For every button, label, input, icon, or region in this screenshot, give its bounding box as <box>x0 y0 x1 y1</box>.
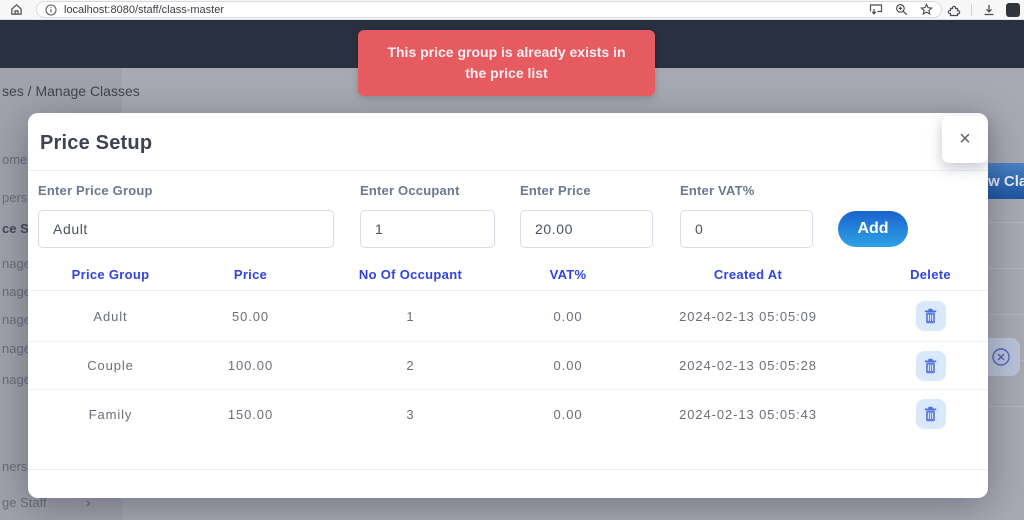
cell-price-group: Couple <box>87 358 134 373</box>
sidebar-item[interactable]: persh <box>2 190 35 205</box>
price-label: Enter Price <box>520 183 591 198</box>
cell-occupants: 1 <box>406 308 415 324</box>
cell-price: 50.00 <box>231 308 270 324</box>
occupant-input[interactable] <box>360 210 495 248</box>
sidebar-item[interactable]: nage <box>2 284 31 299</box>
cell-price-group: Family <box>88 406 133 422</box>
sidebar-item[interactable]: ge Staff <box>2 495 47 510</box>
cell-created-at: 2024-02-13 05:05:43 <box>679 406 817 422</box>
col-occupants: No Of Occupant <box>358 266 463 282</box>
cell-price-group: Adult <box>93 308 128 324</box>
chevron-right-icon: › <box>86 495 91 510</box>
col-vat: VAT% <box>549 266 587 282</box>
background-row-line <box>960 222 1024 223</box>
price-group-input[interactable] <box>38 210 334 248</box>
cell-occupants: 3 <box>406 406 415 422</box>
table-row: Adult 50.00 1 0.00 2024-02-13 05:05:09 <box>28 291 988 342</box>
footer-divider <box>28 469 988 470</box>
sidebar-item[interactable]: nage <box>2 256 31 271</box>
sidebar-item[interactable]: ners <box>2 459 28 474</box>
col-price: Price <box>233 266 268 282</box>
sidebar-item[interactable]: nage <box>2 312 31 327</box>
cell-vat: 0.00 <box>553 358 583 373</box>
cell-occupants: 2 <box>406 358 415 373</box>
sidebar-item[interactable]: ce S <box>2 221 29 236</box>
sidebar-item[interactable]: nage <box>2 341 31 356</box>
close-icon[interactable]: × <box>942 116 988 163</box>
sidebar-item[interactable]: nage <box>2 372 31 387</box>
occupant-label: Enter Occupant <box>360 183 460 198</box>
background-row-line <box>960 314 1024 315</box>
browser-chrome: localhost:8080/staff/class-master <box>0 0 1024 20</box>
send-to-device-icon[interactable] <box>869 3 883 16</box>
delete-button[interactable] <box>915 399 946 429</box>
cell-price: 100.00 <box>227 358 274 373</box>
cell-vat: 0.00 <box>553 308 583 324</box>
table-body: Adult 50.00 1 0.00 2024-02-13 05:05:09 C… <box>28 291 988 438</box>
home-icon[interactable] <box>10 3 23 16</box>
modal-title: Price Setup <box>40 132 153 154</box>
price-input[interactable] <box>520 210 653 248</box>
table-header-row: Price Group Price No Of Occupant VAT% Cr… <box>28 258 988 291</box>
price-group-label: Enter Price Group <box>38 183 153 198</box>
background-row-line <box>960 268 1024 269</box>
profile-avatar[interactable] <box>1006 3 1020 17</box>
vat-input[interactable] <box>680 210 813 248</box>
col-created-at: Created At <box>713 266 783 282</box>
site-info-icon[interactable] <box>45 3 57 16</box>
error-toast[interactable]: This price group is already exists in th… <box>358 30 655 96</box>
toolbar-divider <box>971 4 972 16</box>
sidebar-item[interactable]: omer <box>2 152 32 167</box>
download-icon[interactable] <box>982 3 996 17</box>
cell-created-at: 2024-02-13 05:05:28 <box>679 358 817 373</box>
url-text: localhost:8080/staff/class-master <box>64 3 224 16</box>
price-table: Price Group Price No Of Occupant VAT% Cr… <box>28 258 988 438</box>
delete-button[interactable] <box>915 301 946 331</box>
vat-label: Enter VAT% <box>680 183 755 198</box>
table-row: Couple 100.00 2 0.00 2024-02-13 05:05:28 <box>28 342 988 390</box>
add-button[interactable]: Add <box>838 211 908 247</box>
circle-x-icon[interactable] <box>982 338 1020 376</box>
background-row-line <box>960 406 1024 407</box>
cell-created-at: 2024-02-13 05:05:09 <box>679 308 817 324</box>
header-divider <box>28 170 988 171</box>
breadcrumb: ses / Manage Classes <box>2 83 140 99</box>
col-delete: Delete <box>910 266 951 282</box>
cell-vat: 0.00 <box>553 406 583 422</box>
delete-button[interactable] <box>915 350 946 381</box>
bookmark-star-icon[interactable] <box>920 3 933 16</box>
col-price-group: Price Group <box>71 266 150 282</box>
table-row: Family 150.00 3 0.00 2024-02-13 05:05:43 <box>28 390 988 438</box>
zoom-icon[interactable] <box>895 3 908 16</box>
price-setup-modal: × Price Setup Enter Price Group Enter Oc… <box>28 113 988 498</box>
address-bar[interactable]: localhost:8080/staff/class-master <box>36 1 942 18</box>
cell-price: 150.00 <box>227 406 274 422</box>
extensions-icon[interactable] <box>947 3 961 17</box>
